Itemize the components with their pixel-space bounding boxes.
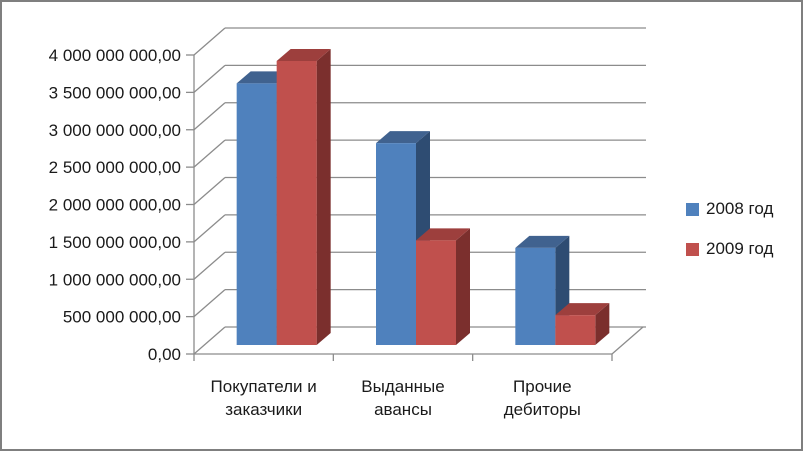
category-label: дебиторы bbox=[504, 400, 581, 419]
gridline-diagonal bbox=[193, 214, 226, 243]
category-label: Покупатели и bbox=[211, 377, 317, 396]
category-label: авансы bbox=[374, 400, 432, 419]
legend-item-2009: 2009 год bbox=[686, 239, 773, 259]
bar-front-face bbox=[416, 240, 456, 345]
y-axis-label: 4 000 000 000,00 bbox=[49, 46, 181, 65]
y-axis-label: 2 500 000 000,00 bbox=[49, 158, 181, 177]
bar-top-face bbox=[276, 48, 331, 61]
y-axis-label: 2 000 000 000,00 bbox=[49, 196, 181, 215]
gridline-diagonal bbox=[193, 139, 226, 168]
bar-front-face bbox=[376, 143, 416, 345]
chart-legend: 2008 год 2009 год bbox=[686, 199, 773, 259]
legend-label-2009: 2009 год bbox=[706, 239, 774, 258]
legend-swatch-2009-icon bbox=[686, 242, 699, 256]
legend-swatch-2008-icon bbox=[686, 202, 699, 216]
bar-side-face bbox=[595, 303, 610, 345]
gridline-diagonal bbox=[193, 27, 226, 56]
y-axis-label: 0,00 bbox=[148, 345, 181, 364]
category-label: заказчики bbox=[225, 400, 302, 419]
y-axis-label: 3 500 000 000,00 bbox=[49, 83, 181, 102]
bar-2009-cat1 bbox=[276, 48, 331, 345]
bar-2009-cat3 bbox=[555, 303, 610, 345]
bar-top-face bbox=[376, 131, 430, 144]
y-axis-label: 1 500 000 000,00 bbox=[49, 233, 181, 252]
bar-side-face bbox=[316, 48, 331, 345]
bar-front-face bbox=[515, 247, 556, 345]
gridline-diagonal bbox=[193, 177, 226, 205]
bar-front-face bbox=[555, 315, 596, 345]
gridline-diagonal bbox=[193, 251, 226, 280]
gridline-diagonal bbox=[193, 102, 226, 131]
bar-2009-cat2 bbox=[416, 228, 470, 345]
y-axis-label: 3 000 000 000,00 bbox=[49, 121, 181, 140]
bar-front-face bbox=[236, 83, 277, 345]
gridline-diagonal bbox=[193, 326, 226, 355]
category-label: Прочие bbox=[513, 377, 572, 396]
legend-item-2008: 2008 год bbox=[686, 199, 773, 219]
y-axis-label: 500 000 000,00 bbox=[63, 308, 181, 327]
gridline-diagonal bbox=[193, 289, 226, 318]
bar-side-face bbox=[456, 228, 470, 345]
category-label: Выданные bbox=[361, 377, 444, 396]
gridline-diagonal bbox=[193, 64, 226, 93]
bar-top-face bbox=[555, 303, 610, 316]
y-axis-label: 1 000 000 000,00 bbox=[49, 270, 181, 289]
bar-front-face bbox=[276, 60, 317, 345]
bar-top-face bbox=[416, 228, 470, 241]
bar-top-face bbox=[515, 235, 570, 248]
floor-right-edge bbox=[611, 326, 644, 355]
legend-label-2008: 2008 год bbox=[706, 199, 774, 218]
